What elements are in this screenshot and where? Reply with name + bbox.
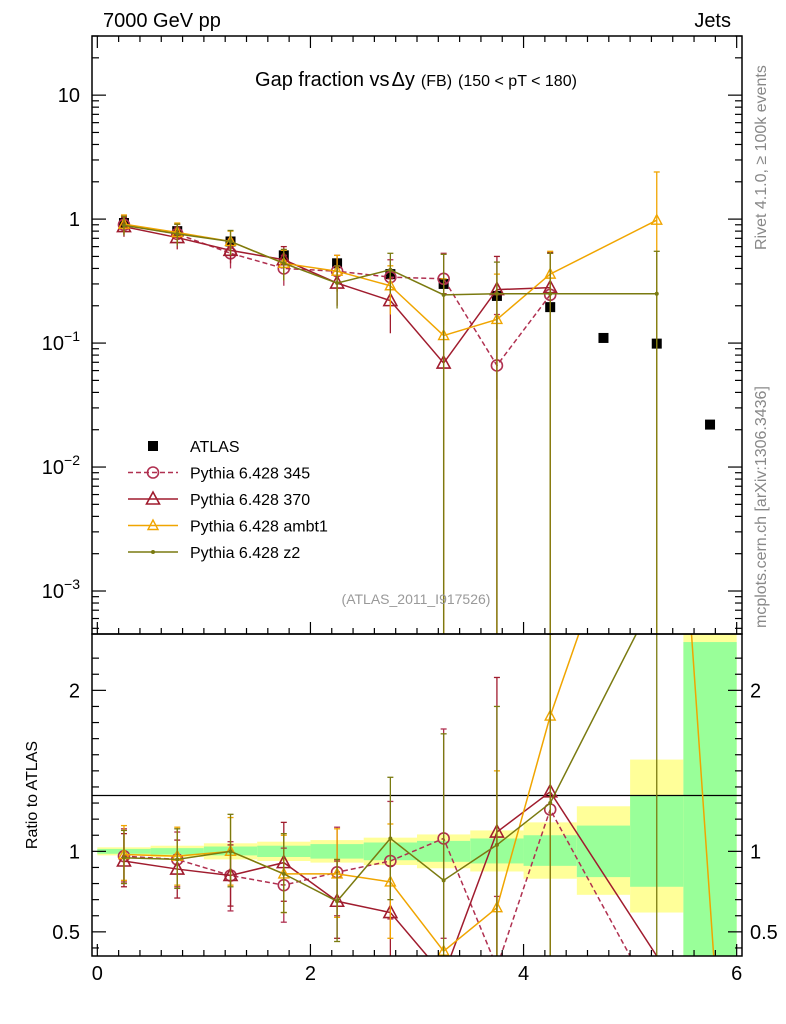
title-range: (150 < pT < 180): [458, 73, 577, 90]
ratio-point-4-0: [121, 855, 126, 860]
series-4: [120, 215, 660, 634]
header-left: 7000 GeV pp: [103, 10, 221, 32]
y-tick-label: 1: [69, 209, 80, 231]
title-y: y: [405, 69, 415, 91]
data-point-4-7: [494, 291, 499, 296]
legend-label-1: Pythia 6.428 345: [190, 466, 310, 483]
data-point-4-0: [121, 223, 126, 228]
series-3: [117, 171, 663, 634]
ratio-point-4-1: [175, 857, 180, 862]
axis-tick-labels: 0 2 4 6 10 1 10−1 10−2 10−3 2 2 1 1 0.5 0.5: [42, 85, 778, 985]
data-point-4-3: [281, 261, 286, 266]
y-tick-label: 10−1: [42, 328, 80, 355]
ratio-y-tick-label-right: 2: [750, 680, 761, 702]
ratio-y-tick-label: 1: [69, 841, 80, 863]
legend-marker-3: [146, 518, 160, 531]
ratio-line-4: [123, 634, 638, 903]
ratio-y-tick-label: 0.5: [52, 922, 80, 944]
axis-ticks: [92, 35, 742, 956]
title-delta: Δ: [392, 69, 405, 91]
title-fb: (FB): [421, 73, 452, 90]
legend-label-0: ATLAS: [190, 439, 240, 456]
ratio-band-inner-9: [576, 825, 631, 878]
ratio-y-tick-label-right: 1: [750, 841, 761, 863]
analysis-id: (ATLAS_2011_I917526): [342, 591, 491, 607]
series-line-4: [123, 224, 657, 296]
legend-label-3: Pythia 6.428 ambt1: [190, 519, 328, 536]
legend-marker-4: [151, 550, 155, 554]
x-tick-label: 4: [518, 963, 529, 985]
ratio-series-3: [117, 634, 715, 956]
data-point-4-6: [441, 292, 446, 297]
data-point-4-9: [654, 291, 659, 296]
data-point-4-4: [335, 281, 340, 286]
ratio-ylabel: Ratio to ATLAS: [24, 741, 41, 849]
main-series: [116, 171, 716, 634]
header-right: Jets: [694, 10, 731, 32]
y-tick-label: 10−3: [42, 576, 80, 603]
data-point-4-8: [548, 291, 553, 296]
data-point-4-2: [228, 239, 233, 244]
data-point-0-11: [705, 419, 716, 430]
x-tick-label: 2: [305, 963, 316, 985]
legend-label-4: Pythia 6.428 z2: [190, 545, 300, 562]
legend-marker-1: [146, 466, 160, 479]
ratio-point-4-4: [335, 899, 340, 904]
series-0: [118, 218, 716, 430]
y-tick-label: 10−2: [42, 452, 80, 479]
ratio-point-4-3: [281, 871, 286, 876]
data-point-3-9: [650, 213, 663, 225]
y-tick-label: 10: [58, 85, 80, 107]
legend-marker-2: [145, 490, 161, 505]
rivet-label: Rivet 4.1.0, ≥ 100k events: [753, 65, 770, 250]
ratio-point-4-5: [388, 836, 393, 841]
ratio-point-4-2: [228, 849, 233, 854]
title-main: Gap fraction vs: [255, 69, 390, 91]
ratio-series-2: [116, 634, 658, 956]
x-tick-label: 0: [92, 963, 103, 985]
ratio-point-4-7: [494, 842, 499, 847]
mcplots-label: mcplots.cern.ch [arXiv:1306.3436]: [753, 386, 770, 628]
chart-title: Gap fraction vs Δy (FB) (150 < pT < 180): [255, 69, 577, 91]
ratio-series: [116, 634, 715, 956]
data-point-0-9: [598, 332, 609, 343]
ratio-y-tick-label: 2: [69, 680, 80, 702]
ratio-point-4-6: [441, 878, 446, 883]
data-point-4-5: [388, 267, 393, 272]
ratio-line-1: [123, 807, 631, 956]
legend: ATLAS Pythia 6.428 345 Pythia 6.428 370 Pyt…: [128, 439, 328, 562]
ratio-series-1: [117, 634, 631, 956]
legend-marker-0: [148, 441, 158, 451]
x-tick-label: 6: [731, 963, 742, 985]
ratio-bands: [97, 634, 737, 956]
ratio-band-inner-11: [683, 642, 737, 956]
ratio-series-4: [120, 634, 658, 956]
data-point-4-1: [175, 231, 180, 236]
ratio-point-4-8: [548, 801, 553, 806]
legend-label-2: Pythia 6.428 370: [190, 492, 310, 509]
ratio-y-tick-label-right: 0.5: [750, 922, 778, 944]
